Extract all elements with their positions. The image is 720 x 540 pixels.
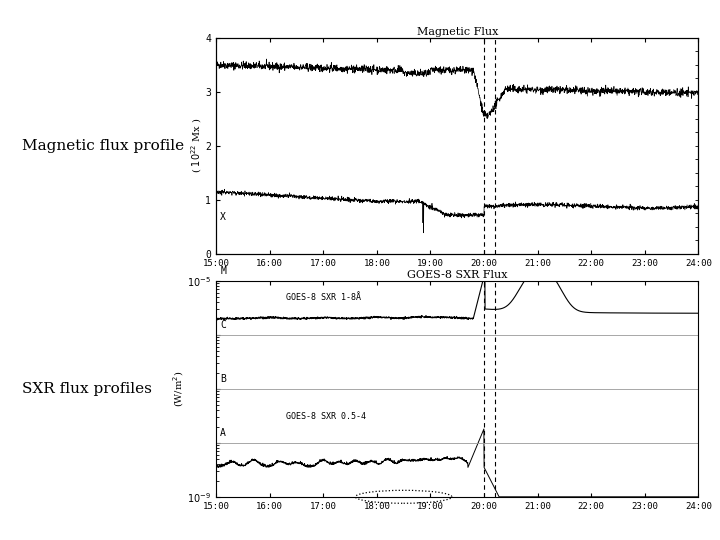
Text: Magnetic flux profile: Magnetic flux profile <box>22 139 184 153</box>
Text: A: A <box>220 428 226 437</box>
Text: X: X <box>220 212 226 221</box>
Text: C: C <box>220 320 226 329</box>
Text: M: M <box>220 266 226 275</box>
Y-axis label: ( $10^{22}$ Mx ): ( $10^{22}$ Mx ) <box>189 118 204 173</box>
Title: GOES-8 SXR Flux: GOES-8 SXR Flux <box>407 270 508 280</box>
Text: GOES-8 SXR 0.5-4: GOES-8 SXR 0.5-4 <box>286 411 366 421</box>
Text: GOES-8 SXR 1-8Å: GOES-8 SXR 1-8Å <box>286 293 361 301</box>
Text: B: B <box>220 374 226 383</box>
Y-axis label: (W/m$^2$): (W/m$^2$) <box>171 370 186 407</box>
Title: Magnetic Flux: Magnetic Flux <box>416 27 498 37</box>
Text: SXR flux profiles: SXR flux profiles <box>22 382 151 396</box>
